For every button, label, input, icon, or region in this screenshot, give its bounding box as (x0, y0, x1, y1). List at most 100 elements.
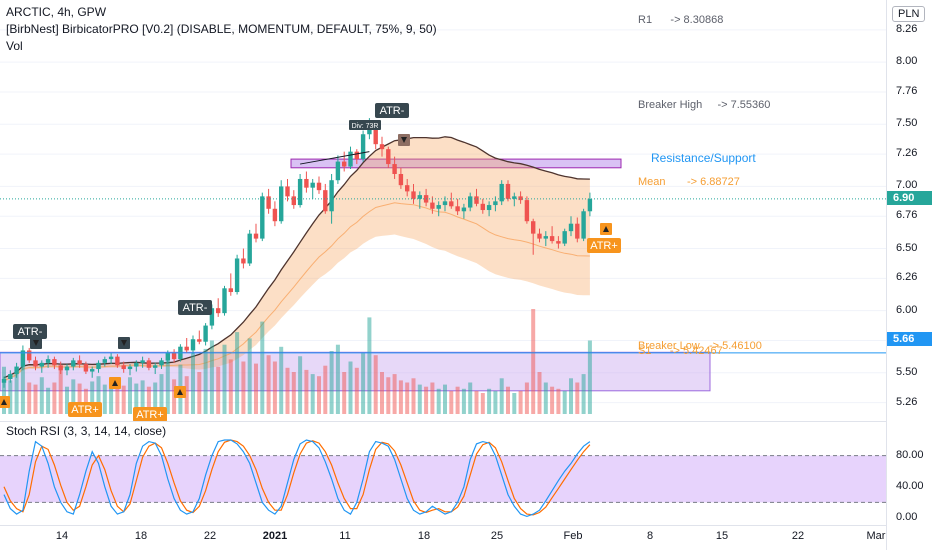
price-tick-label: 7.26 (896, 147, 918, 160)
volume-bar (493, 390, 498, 414)
candle (209, 308, 215, 326)
candle (354, 151, 359, 160)
candle (285, 186, 290, 197)
volume-bar (468, 382, 473, 414)
candle (386, 149, 391, 165)
volume-legend[interactable]: Vol (6, 39, 23, 53)
volume-bar (165, 359, 170, 414)
volume-bar (203, 348, 208, 414)
buy-triangle-marker (0, 396, 10, 408)
candle (316, 182, 322, 191)
stoch-tick-label: 0.00 (896, 511, 918, 523)
volume-bar (65, 386, 69, 414)
candle (442, 201, 448, 206)
candle (512, 196, 517, 199)
volume-bar (216, 366, 221, 414)
volume-bar (531, 309, 536, 414)
candle (96, 362, 101, 370)
volume-bar (71, 379, 76, 414)
volume-bar (291, 372, 296, 414)
candle (228, 288, 233, 293)
volume-bar (543, 382, 548, 414)
volume-bar (272, 361, 277, 414)
volume-bar (317, 376, 321, 414)
volume-bar (417, 384, 422, 414)
volume-bar (581, 374, 586, 414)
volume-bar (241, 361, 246, 414)
volume-bar (27, 382, 32, 414)
time-tick-label: 15 (715, 530, 729, 542)
volume-bar (115, 382, 120, 414)
candle (102, 359, 107, 363)
time-tick-label: Mar (866, 530, 886, 542)
candle (127, 366, 133, 370)
volume-bar (556, 388, 561, 414)
candle (392, 164, 397, 174)
time-tick-label: 25 (490, 530, 504, 542)
time-axis-separator (0, 525, 886, 526)
volume-bar (46, 387, 51, 414)
volume-bar (279, 346, 284, 414)
volume-bar (455, 386, 460, 414)
volume-bar (191, 353, 195, 414)
r1-level: R1 -> 8.30868 (638, 14, 724, 26)
breaker-low-level: Breaker Low -> 5.46100 (638, 340, 762, 352)
candle (58, 365, 63, 371)
symbol-legend[interactable]: ARCTIC, 4h, GPW (6, 5, 107, 19)
candle (342, 161, 347, 167)
candle (190, 339, 196, 351)
time-tick-label: 8 (646, 530, 654, 542)
volume-bar (512, 393, 517, 414)
indicator-legend[interactable]: [BirbNest] BirbicatorPRO [V0.2] (DISABLE… (6, 22, 437, 36)
candle (52, 359, 57, 366)
time-tick-label: 14 (55, 530, 69, 542)
currency-button[interactable]: PLN (892, 6, 926, 22)
candle (379, 144, 385, 150)
svg-text:ATR-: ATR- (18, 326, 43, 338)
candle (411, 191, 416, 199)
volume-bar (367, 317, 372, 414)
candle (203, 325, 208, 342)
volume-bar (184, 376, 189, 414)
price-axis-separator (886, 0, 887, 550)
candle (348, 151, 353, 167)
candle (405, 185, 410, 192)
volume-bar (461, 388, 466, 414)
time-tick-label: 2021 (262, 530, 288, 542)
candle (77, 360, 82, 365)
candle (335, 161, 341, 181)
candle (575, 223, 580, 239)
candle (247, 233, 252, 264)
candle (549, 236, 555, 242)
time-tick-label: 22 (791, 530, 805, 542)
buy-triangle-marker (109, 377, 121, 389)
candle (297, 178, 303, 206)
stoch-rsi-legend[interactable]: Stoch RSI (3, 3, 14, 14, close) (6, 424, 167, 438)
candle (304, 178, 309, 188)
candle (272, 208, 278, 222)
price-tick-label: 5.50 (896, 365, 918, 378)
mean-line (3, 136, 590, 379)
candle (518, 196, 523, 201)
volume-bar (222, 344, 227, 414)
atr-minus-marker: ATR- (375, 103, 409, 118)
volume-bar (348, 361, 353, 414)
volume-bar (134, 383, 139, 414)
volume-bar (569, 378, 573, 414)
volume-bar (323, 365, 328, 414)
pane-separator[interactable] (0, 421, 886, 422)
candle (531, 221, 536, 234)
volume-bar (285, 367, 290, 414)
price-tick-label: 6.76 (896, 209, 918, 222)
svg-text:ATR-: ATR- (380, 105, 405, 117)
volume-bar (392, 374, 397, 414)
candle (134, 362, 139, 367)
candle (556, 241, 561, 244)
candle (14, 366, 19, 375)
time-tick-label: Feb (563, 530, 583, 542)
volume-bar (8, 380, 13, 414)
volume-bar (298, 356, 303, 414)
volume-bar (20, 356, 25, 414)
sell-triangle-marker (398, 134, 410, 146)
